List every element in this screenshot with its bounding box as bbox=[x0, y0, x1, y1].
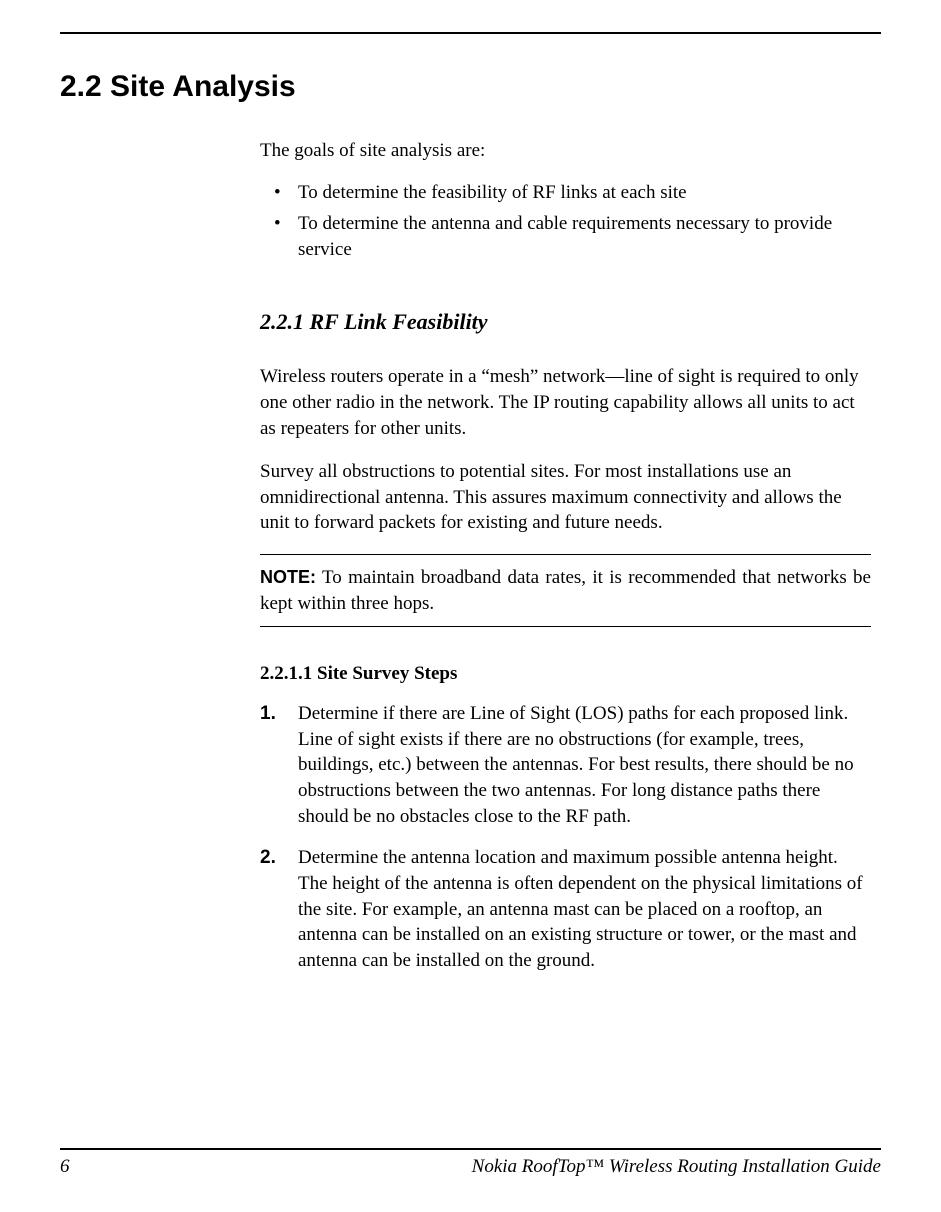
section-heading: 2.2 Site Analysis bbox=[60, 70, 881, 104]
list-item: To determine the feasibility of RF links… bbox=[260, 180, 871, 206]
list-item: Determine the antenna location and maxim… bbox=[260, 845, 871, 973]
list-item: To determine the antenna and cable requi… bbox=[260, 211, 871, 262]
intro-text: The goals of site analysis are: bbox=[260, 138, 871, 164]
page-number: 6 bbox=[60, 1156, 70, 1178]
note-label: NOTE: bbox=[260, 567, 316, 587]
list-item: Determine if there are Line of Sight (LO… bbox=[260, 701, 871, 829]
footer-title: Nokia RoofTop™ Wireless Routing Installa… bbox=[472, 1156, 881, 1178]
page-footer: 6 Nokia RoofTop™ Wireless Routing Instal… bbox=[60, 1148, 881, 1178]
body-block: The goals of site analysis are: To deter… bbox=[260, 138, 871, 973]
page: 2.2 Site Analysis The goals of site anal… bbox=[0, 0, 941, 1212]
top-rule bbox=[60, 32, 881, 34]
paragraph: Survey all obstructions to potential sit… bbox=[260, 459, 871, 536]
footer-rule bbox=[60, 1148, 881, 1150]
steps-list: Determine if there are Line of Sight (LO… bbox=[260, 701, 871, 973]
goals-list: To determine the feasibility of RF links… bbox=[260, 180, 871, 263]
subsection-heading: 2.2.1 RF Link Feasibility bbox=[260, 307, 871, 337]
note-body: To maintain broadband data rates, it is … bbox=[260, 567, 871, 614]
footer-row: 6 Nokia RoofTop™ Wireless Routing Instal… bbox=[60, 1156, 881, 1178]
note-box: NOTE: To maintain broadband data rates, … bbox=[260, 554, 871, 627]
subsubsection-heading: 2.2.1.1 Site Survey Steps bbox=[260, 661, 871, 687]
paragraph: Wireless routers operate in a “mesh” net… bbox=[260, 364, 871, 441]
